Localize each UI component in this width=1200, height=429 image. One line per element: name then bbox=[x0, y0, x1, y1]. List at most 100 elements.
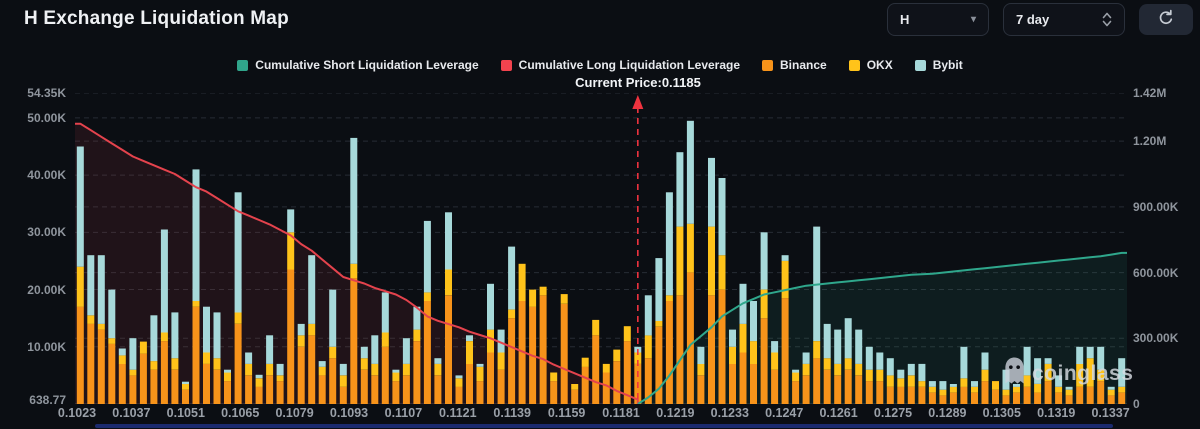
page-title: H Exchange Liquidation Map bbox=[24, 8, 289, 29]
bar-segment-bybit bbox=[182, 381, 189, 384]
bar-segment-okx bbox=[613, 349, 621, 361]
x-axis-tick-label: 0.1051 bbox=[166, 406, 205, 420]
bar-segment-bybit bbox=[297, 323, 305, 336]
bar-segment-okx bbox=[571, 384, 579, 390]
x-axis-tick-label: 0.1305 bbox=[982, 406, 1021, 420]
range-select[interactable]: 7 day bbox=[1003, 3, 1125, 36]
bar-segment-okx bbox=[213, 358, 221, 370]
bar-segment-okx bbox=[455, 378, 463, 387]
bar-segment-binance bbox=[729, 363, 736, 404]
bar-segment-bybit bbox=[339, 363, 347, 376]
short-leverage-area bbox=[637, 252, 1127, 404]
x-axis-tick-label: 0.1139 bbox=[493, 406, 531, 420]
bar-segment-bybit bbox=[76, 146, 84, 267]
bar-segment-bybit bbox=[497, 329, 505, 353]
x-axis-tick-label: 0.1261 bbox=[819, 406, 858, 420]
bar-segment-binance bbox=[1013, 392, 1020, 404]
bar-segment-okx bbox=[781, 260, 789, 299]
range-select-value: 7 day bbox=[1016, 12, 1050, 27]
bar-segment-bybit bbox=[487, 283, 494, 330]
bar-segment-okx bbox=[844, 358, 852, 370]
bar-segment-binance bbox=[1065, 395, 1073, 404]
bar-segment-binance bbox=[960, 386, 968, 404]
legend-swatch bbox=[848, 59, 860, 71]
bar-segment-binance bbox=[718, 289, 726, 404]
legend-swatch bbox=[762, 59, 774, 71]
bar-segment-binance bbox=[129, 375, 137, 404]
bar-segment-binance bbox=[907, 386, 915, 404]
bar-segment-okx bbox=[308, 323, 316, 336]
bar-segment-okx bbox=[1055, 386, 1063, 393]
bar-segment-binance bbox=[508, 318, 516, 404]
bar-segment-okx bbox=[855, 363, 863, 376]
bar-segment-okx bbox=[550, 372, 558, 382]
bar-segment-binance bbox=[855, 375, 863, 404]
bar-segment-binance bbox=[613, 361, 621, 404]
legend-item[interactable]: Cumulative Short Liquidation Leverage bbox=[237, 58, 479, 72]
bar-segment-binance bbox=[665, 301, 673, 404]
bar-segment-binance bbox=[108, 343, 116, 404]
legend-label: Cumulative Short Liquidation Leverage bbox=[255, 58, 479, 72]
bar-segment-binance bbox=[466, 363, 473, 404]
legend-swatch bbox=[237, 59, 249, 71]
bar-segment-bybit bbox=[266, 335, 274, 364]
bar-segment-bybit bbox=[907, 363, 915, 376]
bar-segment-binance bbox=[602, 372, 610, 404]
bar-segment-binance bbox=[1044, 381, 1052, 404]
bars-layer[interactable] bbox=[76, 120, 1126, 404]
left-axis-tick-label: 54.35K bbox=[27, 86, 66, 100]
bar-segment-bybit bbox=[676, 152, 684, 227]
bar-segment-bybit bbox=[276, 363, 284, 376]
bar-segment-okx bbox=[771, 352, 779, 370]
x-axis-tick-label: 0.1289 bbox=[928, 406, 967, 420]
bar-segment-binance bbox=[339, 386, 347, 404]
bar-segment-okx bbox=[1065, 389, 1073, 396]
bar-segment-binance bbox=[423, 301, 431, 404]
bar-segment-binance bbox=[350, 278, 358, 404]
legend-item[interactable]: Cumulative Long Liquidation Leverage bbox=[500, 58, 741, 72]
legend-swatch bbox=[914, 59, 926, 71]
bar-segment-binance bbox=[203, 363, 210, 404]
refresh-button[interactable] bbox=[1139, 4, 1193, 35]
x-axis-tick-label: 0.1065 bbox=[221, 406, 260, 420]
bar-segment-binance bbox=[623, 341, 631, 404]
bar-segment-okx bbox=[203, 352, 210, 364]
bar-segment-bybit bbox=[287, 209, 295, 233]
bar-segment-okx bbox=[255, 378, 263, 387]
legend-item[interactable]: OKX bbox=[848, 58, 893, 72]
symbol-select[interactable]: H ▾ bbox=[887, 3, 989, 36]
bar-segment-binance bbox=[76, 306, 84, 404]
bar-segment-bybit bbox=[644, 295, 652, 336]
bar-segment-okx bbox=[318, 366, 326, 376]
bar-segment-bybit bbox=[1002, 369, 1010, 390]
bar-segment-bybit bbox=[1034, 358, 1042, 384]
bar-segment-bybit bbox=[802, 352, 810, 364]
bar-segment-okx bbox=[1023, 375, 1031, 387]
legend-item[interactable]: Bybit bbox=[914, 58, 963, 72]
bar-segment-bybit bbox=[129, 338, 137, 370]
bar-segment-binance bbox=[371, 375, 379, 404]
bar-segment-binance bbox=[760, 318, 768, 404]
cumulative-lines bbox=[75, 122, 1127, 404]
bar-segment-okx bbox=[118, 355, 126, 364]
bar-segment-okx bbox=[729, 346, 736, 364]
bar-segment-bybit bbox=[118, 348, 126, 356]
liquidation-chart[interactable] bbox=[75, 93, 1127, 404]
bar-segment-okx bbox=[539, 286, 547, 296]
bar-segment-okx bbox=[129, 369, 137, 376]
right-axis-tick-label: 1.42M bbox=[1133, 86, 1167, 100]
left-axis-tick-label: 30.00K bbox=[27, 225, 66, 240]
bar-segment-bybit bbox=[476, 363, 484, 367]
bar-segment-bybit bbox=[203, 306, 210, 353]
bar-segment-okx bbox=[918, 381, 926, 387]
legend-item[interactable]: Binance bbox=[762, 58, 827, 72]
bar-segment-binance bbox=[518, 301, 526, 404]
bar-segment-okx bbox=[897, 378, 905, 387]
bar-segment-binance bbox=[224, 381, 231, 404]
bar-segment-okx bbox=[508, 309, 516, 319]
bar-segment-binance bbox=[1118, 392, 1126, 404]
bar-segment-bybit bbox=[823, 323, 831, 359]
bar-segment-okx bbox=[108, 338, 116, 344]
legend-label: Cumulative Long Liquidation Leverage bbox=[518, 58, 741, 72]
bar-segment-bybit bbox=[897, 369, 905, 379]
